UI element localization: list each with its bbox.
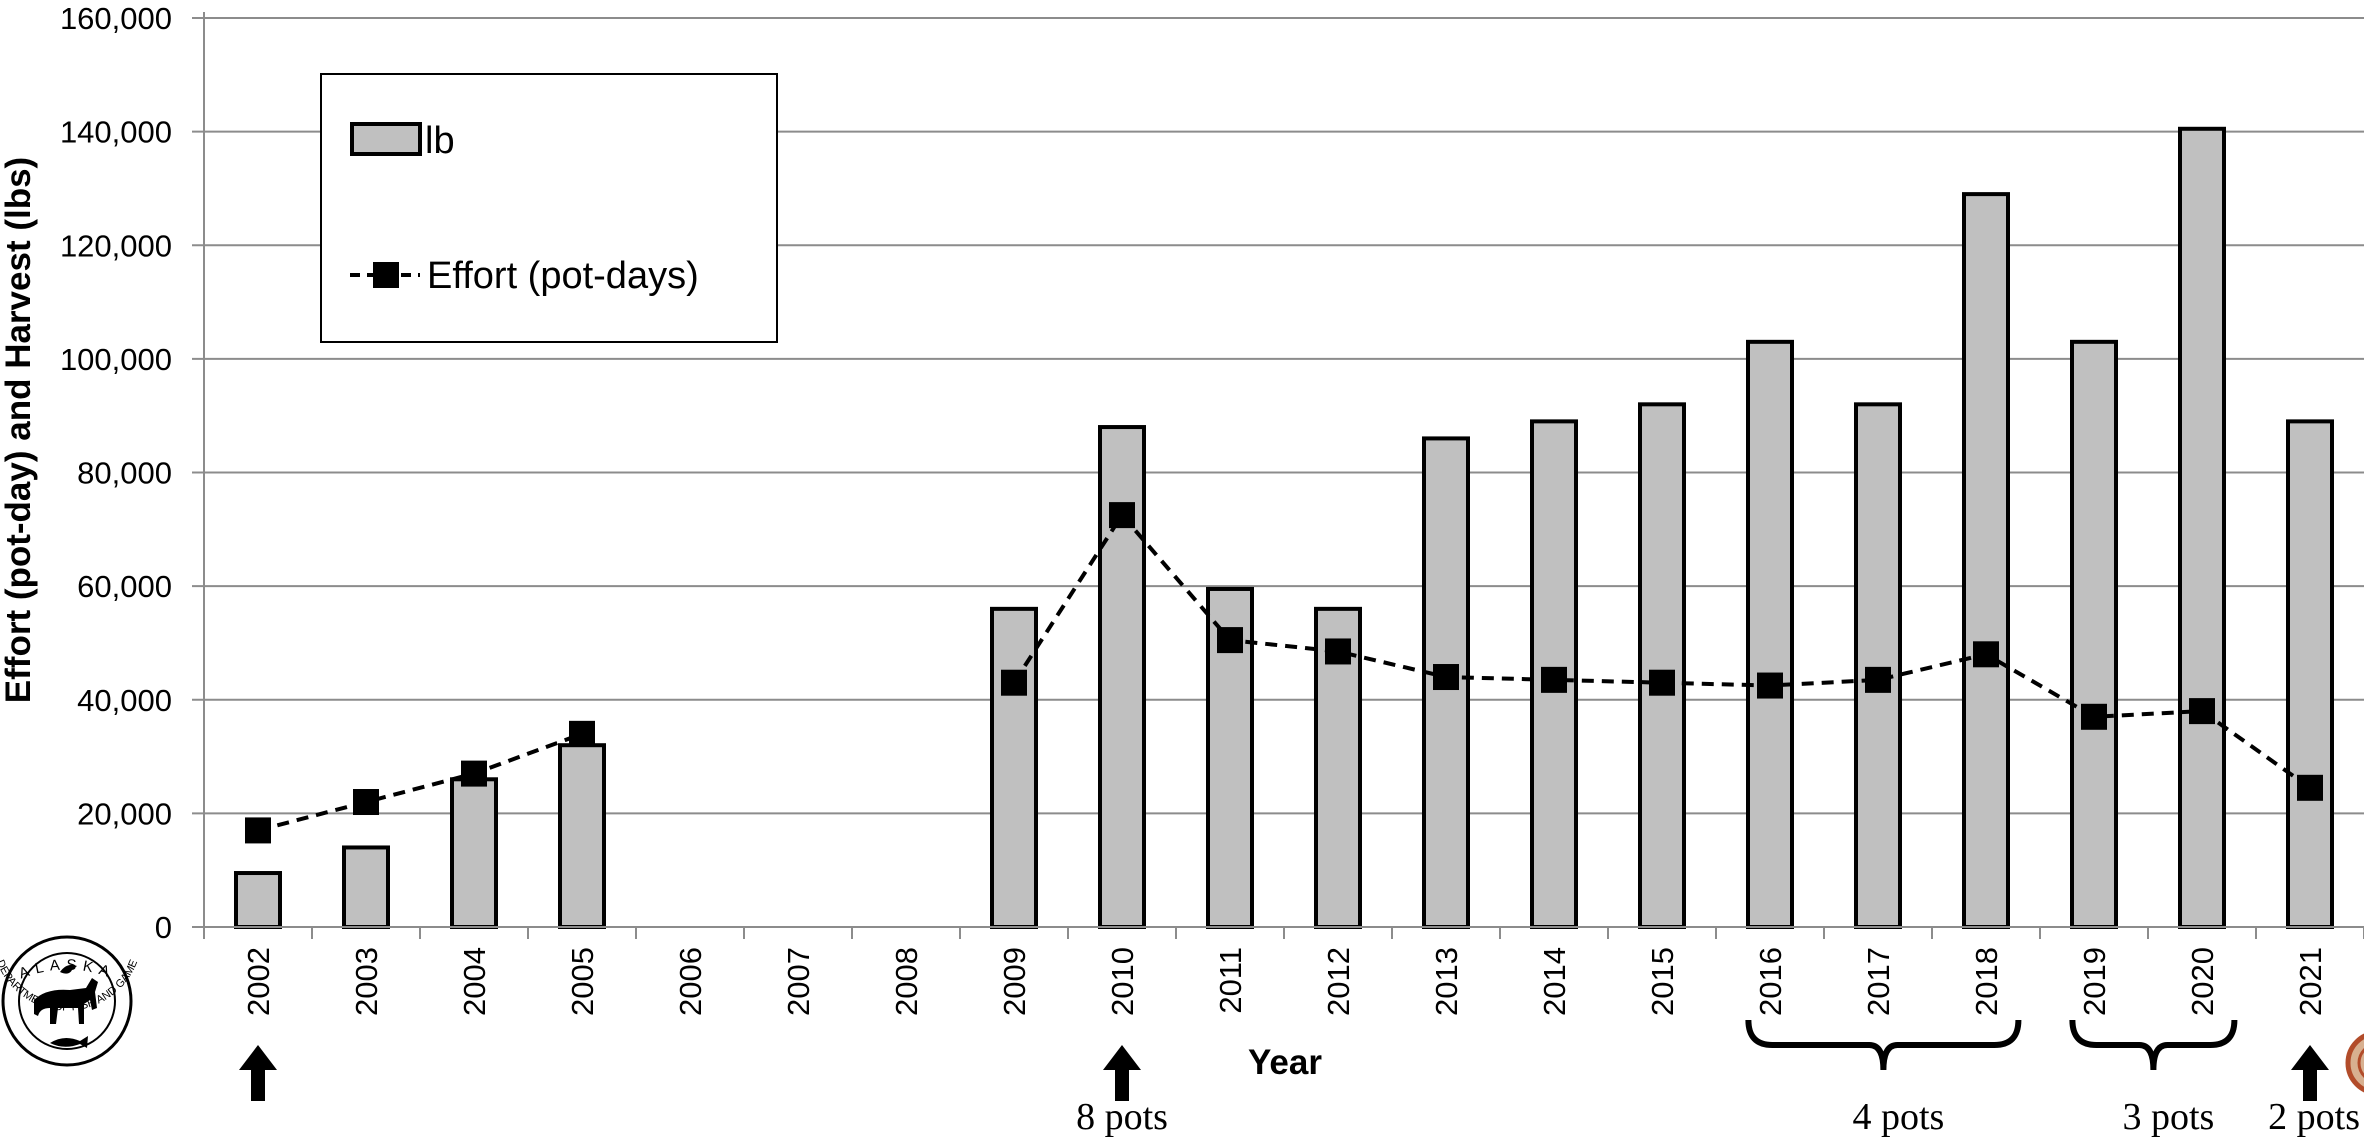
adfg-logo: ALASKA DEPARTMENT OF FISH AND GAME (0, 935, 140, 1067)
line-series (245, 502, 2323, 844)
effort-marker (245, 817, 271, 844)
x-tick-label: 2002 (241, 947, 276, 1016)
partial-logo-right (2345, 1033, 2364, 1093)
effort-marker (1325, 638, 1351, 665)
x-tick-label: 2017 (1861, 947, 1896, 1016)
x-tick-label: 2016 (1753, 947, 1788, 1016)
x-tick-label: 2020 (2185, 947, 2220, 1016)
bar (2286, 419, 2334, 929)
x-tick-label: 2019 (2077, 947, 2112, 1016)
y-tick-label: 80,000 (77, 456, 172, 491)
legend-label-bar: lb (425, 120, 455, 162)
bar (1098, 425, 1146, 929)
y-tick-label: 120,000 (60, 228, 172, 263)
annotation-label: 4 pots (1852, 1096, 1944, 1138)
bar (2070, 339, 2118, 929)
effort-marker (1541, 666, 1567, 693)
bar (1638, 402, 1686, 929)
bar (1854, 402, 1902, 929)
bar (1422, 436, 1470, 929)
x-tick-labels: 2002 2003 2004 2005 2006 2007 2008 2009 2010 2011… (241, 947, 2328, 1016)
x-tick-label: 2005 (565, 947, 600, 1016)
annotation-label: 8 pots (1076, 1096, 1168, 1138)
bar (234, 871, 282, 930)
x-tick-label: 2015 (1645, 947, 1680, 1016)
effort-marker (2297, 774, 2323, 801)
y-tick-label: 100,000 (60, 342, 172, 377)
y-axis-title: Effort (pot-day) and Harvest (lbs) (0, 157, 38, 703)
y-tick-label: 0 (155, 910, 172, 945)
y-tick-labels: 0 20,000 40,000 60,000 80,000 100,000 120,000 1… (60, 1, 172, 945)
axes (203, 12, 2364, 939)
effort-marker (1973, 641, 1999, 668)
y-tick-label: 160,000 (60, 1, 172, 36)
legend-swatch-bar (350, 122, 422, 156)
y-tick-label: 40,000 (77, 683, 172, 718)
legend-label-line: Effort (pot-days) (427, 255, 699, 297)
x-tick-label: 2007 (781, 947, 816, 1016)
bar (1962, 192, 2010, 929)
bar (1746, 339, 1794, 929)
pot-annotations: 8 pots 4 pots 3 pots 2 pots (239, 1019, 2360, 1138)
bar (342, 845, 390, 930)
legend: lb Effort (pot-days) (320, 73, 778, 343)
x-axis-title: Year (1248, 1043, 1322, 1082)
effort-marker (1433, 664, 1459, 691)
bar (1206, 586, 1254, 929)
arrow-icon (239, 1045, 277, 1101)
x-tick-label: 2013 (1429, 947, 1464, 1016)
annotation-label: 3 pots (2122, 1096, 2214, 1138)
x-tick-label: 2012 (1321, 947, 1356, 1016)
x-tick-label: 2004 (457, 947, 492, 1016)
x-tick-label: 2006 (673, 947, 708, 1016)
effort-marker (1109, 502, 1135, 529)
x-tick-label: 2018 (1969, 947, 2004, 1016)
effort-marker (2081, 703, 2107, 730)
x-tick-label: 2011 (1213, 947, 1248, 1014)
effort-marker (1865, 666, 1891, 693)
effort-marker (1757, 672, 1783, 699)
bar (450, 777, 498, 929)
x-tick-label: 2010 (1105, 947, 1140, 1016)
x-tick-label: 2014 (1537, 947, 1572, 1016)
y-tick-label: 20,000 (77, 796, 172, 831)
y-tick-label: 140,000 (60, 115, 172, 150)
effort-marker (569, 720, 595, 747)
effort-marker (1217, 627, 1243, 654)
y-tick-label: 60,000 (77, 569, 172, 604)
fish-icon (50, 1036, 88, 1048)
bar (558, 743, 606, 930)
effort-marker (1649, 669, 1675, 696)
bird-icon (60, 964, 77, 974)
x-tick-label: 2008 (889, 947, 924, 1016)
effort-line (257, 731, 583, 833)
x-tick-label: 2009 (997, 947, 1032, 1016)
arrow-icon (1103, 1045, 1141, 1101)
legend-box (320, 73, 778, 343)
arrow-icon (2291, 1045, 2329, 1101)
bar (2178, 126, 2226, 930)
brace-icon (2069, 1019, 2238, 1071)
x-tick-label: 2021 (2293, 947, 2328, 1016)
effort-marker (353, 789, 379, 816)
x-tick-label: 2003 (349, 947, 384, 1016)
legend-swatch-marker (373, 262, 399, 288)
effort-marker (1001, 669, 1027, 696)
effort-marker (2189, 698, 2215, 725)
effort-marker (461, 760, 487, 787)
moose-icon (34, 978, 98, 1024)
annotation-label: 2 pots (2268, 1096, 2360, 1138)
brace-icon (1745, 1019, 2022, 1071)
